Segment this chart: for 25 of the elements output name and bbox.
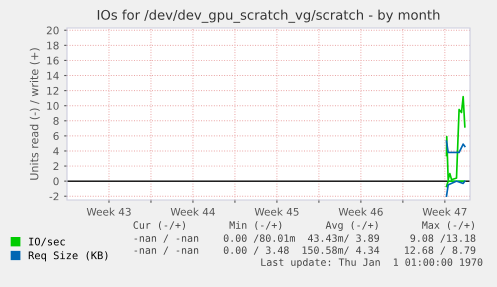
y-tick-label: -2 xyxy=(49,192,58,200)
y-axis-title: Units read (-) / write (+) xyxy=(30,48,40,180)
text: Cur (-/+) Min (-/+) Avg (-/+) Max (-/+) xyxy=(134,221,474,231)
x-tick-label: Week 45 xyxy=(254,208,299,216)
y-tick-label: 12 xyxy=(47,86,58,95)
y-tick-label: 2 xyxy=(53,162,58,170)
legend-label: Req Size (KB) xyxy=(28,251,108,262)
x-tick-label: Week 47 xyxy=(422,208,467,216)
y-tick-label: 0 xyxy=(53,177,59,186)
y-tick-label: 16 xyxy=(47,56,59,65)
y-tick-label: 4 xyxy=(53,147,59,155)
y-tick-label: 14 xyxy=(47,72,59,80)
y-tick-label: 10 xyxy=(47,102,59,110)
text: Last update: Thu Jan 1 01:00:00 1970 xyxy=(261,258,482,268)
chart-title: IOs for /dev/dev_gpu_scratch_vg/scratch - by month xyxy=(98,10,440,23)
text: -nan / -nan 0.00 / 3.48 150.58m/ 4.34 12.68 / 8.79 xyxy=(134,246,476,255)
x-tick-label: Week 44 xyxy=(170,208,215,216)
legend-label: IO/sec xyxy=(29,238,65,246)
text: -nan / -nan 0.00 /80.01m 43.43m/ 3.89 9.08 /13.18 xyxy=(134,234,476,243)
y-tick-label: 6 xyxy=(53,132,59,140)
y-tick-label: 8 xyxy=(53,117,59,125)
x-tick-label: Week 46 xyxy=(338,208,383,216)
x-tick-label: Week 43 xyxy=(86,208,131,216)
y-tick-label: 20 xyxy=(46,26,59,34)
y-tick-label: 18 xyxy=(47,42,59,50)
